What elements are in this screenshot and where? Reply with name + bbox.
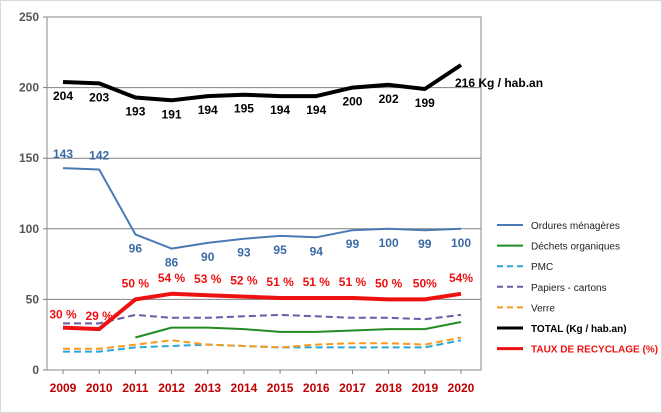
data-label: 51 % <box>303 275 331 289</box>
data-label: 50 % <box>122 276 150 290</box>
data-label: 53 % <box>194 272 222 286</box>
y-tick-label: 50 <box>26 292 40 306</box>
series-line-6 <box>62 291 462 332</box>
legend-label-1: Déchets organiques <box>531 242 620 253</box>
data-label: 194 <box>198 103 218 117</box>
x-tick-label: 2014 <box>231 381 258 395</box>
data-label: 30 % <box>49 308 77 322</box>
data-label: 195 <box>234 102 254 116</box>
x-tick-label: 2015 <box>267 381 294 395</box>
y-axis: 0 50 100 150 200 250 <box>19 10 47 377</box>
data-label: 54 % <box>158 271 186 285</box>
data-label: 99 <box>346 237 360 251</box>
legend-label-6: TAUX DE RECYCLAGE (%) <box>531 345 658 356</box>
legend-label-4: Verre <box>531 303 555 314</box>
series-line-0 <box>62 167 462 250</box>
data-label: 199 <box>415 96 435 110</box>
data-label: 90 <box>201 250 215 264</box>
legend-label-2: PMC <box>531 262 553 273</box>
series-group <box>62 63 463 353</box>
legend-label-3: Papiers - cartons <box>531 283 607 294</box>
data-label: 52 % <box>230 274 258 288</box>
data-label: 194 <box>306 103 326 117</box>
x-tick-label: 2020 <box>448 381 475 395</box>
data-label: 51 % <box>339 275 367 289</box>
data-labels: 143 142 96 86 90 93 95 94 99 100 99 100 204 203 193 191… <box>49 76 543 323</box>
data-label: 142 <box>89 148 109 162</box>
y-tick-label: 150 <box>19 151 39 165</box>
data-label: 200 <box>342 95 362 109</box>
data-label: 100 <box>451 236 471 250</box>
x-axis: 2009 2010 2011 2012 2013 2014 2015 2016 2017 2018… <box>50 370 475 395</box>
series-line-4 <box>63 336 462 350</box>
legend-label-5: TOTAL (Kg / hab.an) <box>531 324 627 335</box>
x-tick-label: 2010 <box>86 381 113 395</box>
legend: Ordures ménagères Déchets organiques PMC Pa… <box>497 221 658 356</box>
data-label: 54% <box>449 271 473 285</box>
data-label: 96 <box>129 241 143 255</box>
data-label: 29 % <box>86 309 114 323</box>
data-label: 93 <box>237 246 251 260</box>
x-tick-label: 2011 <box>122 381 148 395</box>
data-label: 202 <box>379 92 399 106</box>
data-label: 143 <box>53 147 73 161</box>
data-label: 194 <box>270 103 290 117</box>
series-line-5 <box>62 63 463 103</box>
data-label: 216 Kg / hab.an <box>455 76 543 90</box>
x-tick-label: 2012 <box>158 381 185 395</box>
x-tick-label: 2019 <box>411 381 438 395</box>
y-tick-label: 200 <box>19 81 39 95</box>
x-tick-label: 2009 <box>50 381 77 395</box>
data-label: 50% <box>413 276 437 290</box>
series-line-1 <box>135 321 462 339</box>
data-label: 100 <box>379 236 399 250</box>
y-tick-label: 100 <box>19 222 39 236</box>
legend-label-0: Ordures ménagères <box>531 221 620 232</box>
data-label: 204 <box>53 89 73 103</box>
data-label: 191 <box>162 107 182 121</box>
y-tick-label: 0 <box>32 363 39 377</box>
x-tick-label: 2017 <box>339 381 366 395</box>
series-line-3 <box>63 313 462 325</box>
x-tick-label: 2016 <box>303 381 330 395</box>
data-label: 50 % <box>375 276 403 290</box>
y-tick-label: 250 <box>19 10 39 24</box>
data-label: 193 <box>125 104 145 118</box>
data-label: 94 <box>310 244 324 258</box>
data-label: 95 <box>273 243 287 257</box>
data-label: 99 <box>418 237 432 251</box>
x-tick-label: 2018 <box>375 381 402 395</box>
data-label: 86 <box>165 256 179 270</box>
x-tick-label: 2013 <box>194 381 221 395</box>
plot-area <box>46 16 482 371</box>
data-label: 203 <box>89 90 109 104</box>
data-label: 51 % <box>266 275 294 289</box>
